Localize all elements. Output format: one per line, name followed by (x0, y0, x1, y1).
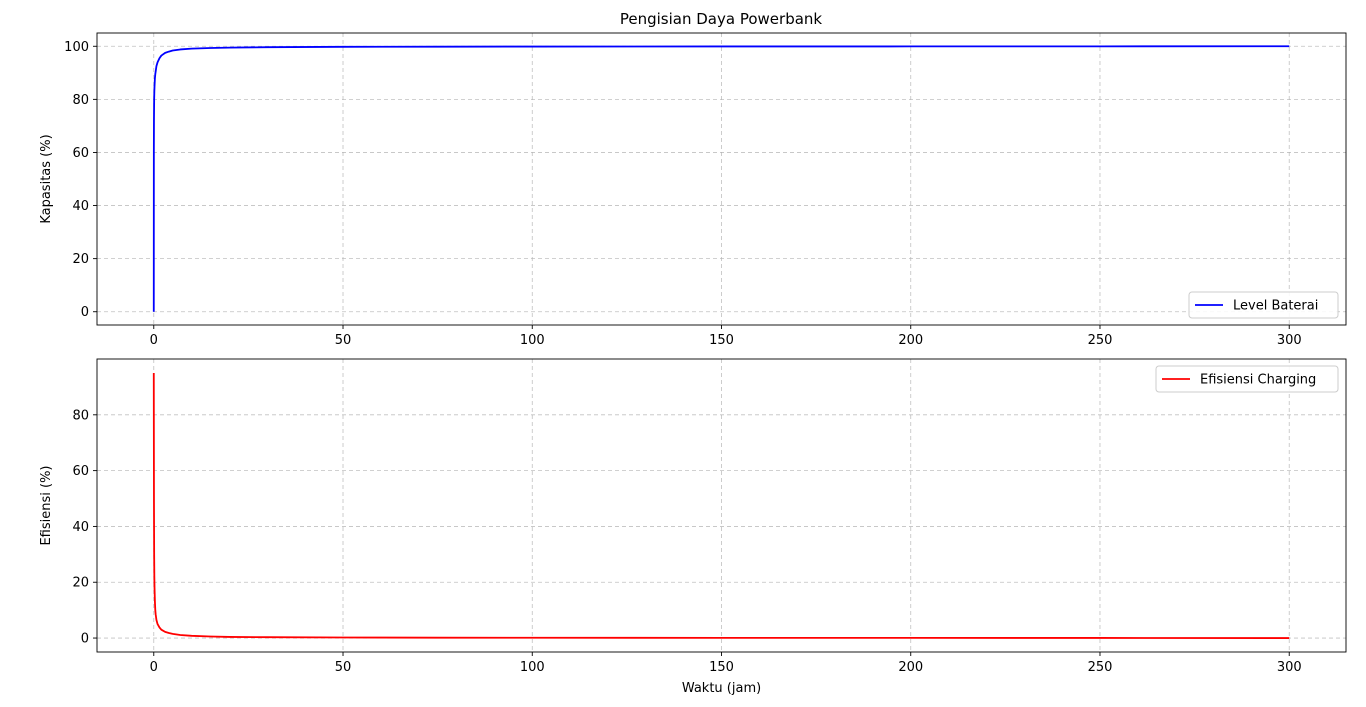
x-tick-label: 200 (898, 660, 923, 675)
x-tick-label: 150 (709, 660, 734, 675)
x-tick-label: 50 (335, 660, 352, 675)
y-tick-label: 80 (72, 93, 89, 108)
bottom-panel: 0 50 100 150 200 250 300 0 20 40 60 80 Efisiensi (%)… (39, 358, 1347, 696)
y-tick-label: 0 (81, 632, 89, 647)
series-line-1 (152, 45, 1290, 312)
x-tick-label: 200 (898, 333, 923, 348)
y-axis-label: Efisiensi (%) (39, 465, 54, 545)
top-panel: 0 50 100 150 200 250 300 0 20 40 60 80 100 Kapasitas … (39, 32, 1347, 348)
y-tick-label: 60 (72, 464, 89, 479)
x-tick-label: 0 (150, 333, 158, 348)
y-tick-label: 40 (72, 520, 89, 535)
x-tick-label: 150 (709, 333, 734, 348)
y-tick-label: 0 (81, 305, 89, 320)
chart-title: Pengisian Daya Powerbank (620, 10, 823, 28)
legend-label: Level Baterai (1233, 299, 1318, 314)
legend: Level Baterai (1188, 291, 1339, 319)
y-tick-label: 20 (72, 252, 89, 267)
x-tick-label: 100 (520, 333, 545, 348)
x-tick-label: 100 (520, 660, 545, 675)
x-axis-label: Waktu (jam) (682, 681, 761, 696)
x-tick-label: 250 (1088, 333, 1113, 348)
y-tick-label: 40 (72, 199, 89, 214)
y-axis-label: Kapasitas (%) (39, 134, 54, 223)
x-tick-label: 300 (1277, 660, 1302, 675)
x-tick-label: 300 (1277, 333, 1302, 348)
series-line-1 (152, 372, 1290, 639)
y-tick-label: 60 (72, 146, 89, 161)
y-tick-label: 80 (72, 408, 89, 423)
legend-box (1155, 365, 1339, 393)
x-tick-label: 50 (335, 333, 352, 348)
y-tick-label: 100 (64, 40, 89, 55)
legend: Efisiensi Charging (1155, 365, 1339, 393)
legend-box (1188, 291, 1339, 319)
y-tick-label: 20 (72, 576, 89, 591)
legend-label: Efisiensi Charging (1200, 373, 1316, 388)
x-tick-label: 0 (150, 660, 158, 675)
x-tick-label: 250 (1088, 660, 1113, 675)
